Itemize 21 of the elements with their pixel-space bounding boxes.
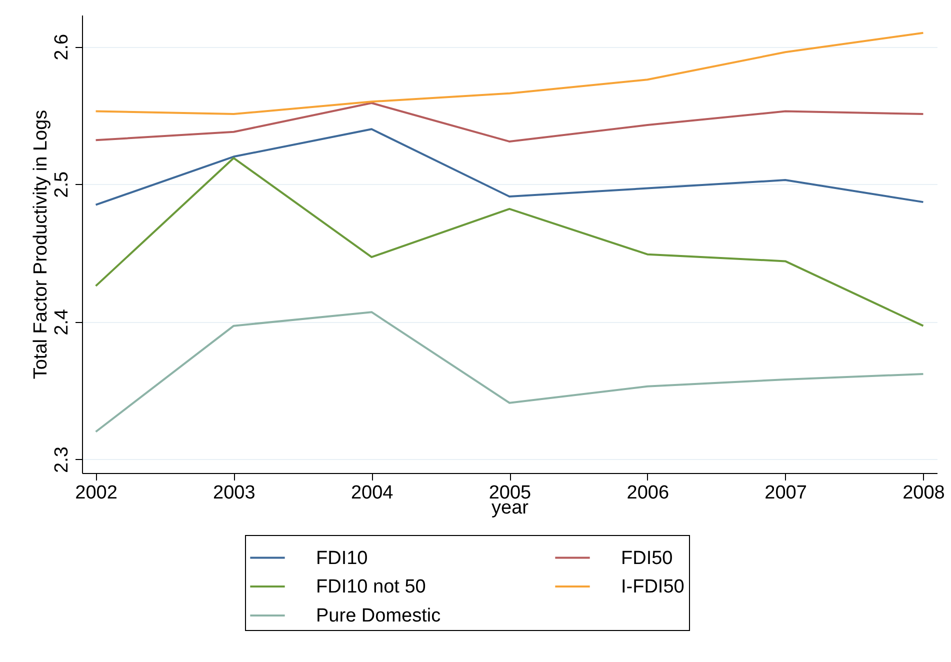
legend-label: FDI10 bbox=[316, 548, 368, 569]
line-series bbox=[94, 102, 924, 143]
y-tick-label: 2.6 bbox=[52, 34, 72, 60]
x-tick-label: 2002 bbox=[75, 482, 118, 504]
legend-label: Pure Domestic bbox=[316, 606, 441, 626]
x-tick-label: 2006 bbox=[626, 482, 670, 504]
legend-label: FDI10 not 50 bbox=[316, 576, 426, 598]
x-tick-label: 2007 bbox=[764, 482, 807, 504]
line-series bbox=[94, 128, 924, 206]
x-tick-label: 2008 bbox=[902, 482, 945, 504]
y-axis-title: Total Factor Productivity in Logs bbox=[30, 110, 52, 380]
legend-label: FDI50 bbox=[621, 548, 673, 569]
y-tick-label: 2.5 bbox=[52, 171, 72, 198]
line-series bbox=[94, 157, 924, 327]
legend-label: I-FDI50 bbox=[621, 576, 684, 598]
y-tick-label: 2.4 bbox=[52, 308, 72, 336]
x-tick-label: 2004 bbox=[350, 482, 394, 504]
line-series bbox=[94, 32, 924, 116]
line-series bbox=[94, 311, 924, 433]
y-tick-label: 2.3 bbox=[52, 446, 72, 473]
x-tick-label: 2003 bbox=[213, 482, 256, 504]
